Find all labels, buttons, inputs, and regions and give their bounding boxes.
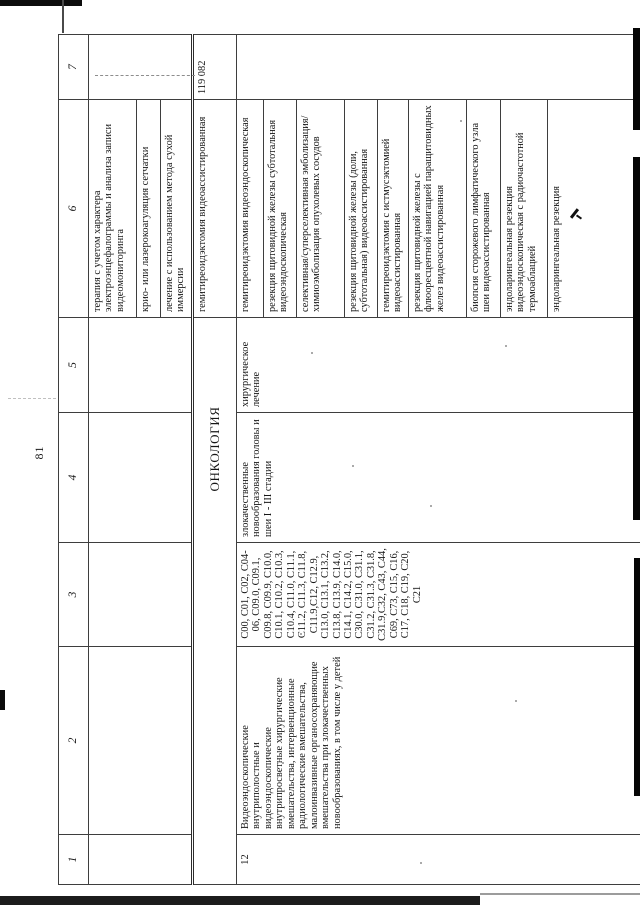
scan-edge-tick [62, 0, 64, 33]
method-item: резекция щитовидной железы субтотальная … [264, 100, 297, 317]
scan-speck [460, 120, 462, 122]
scan-speck [505, 345, 507, 347]
column-number-header: 3 [58, 542, 89, 647]
method-item: гемитиреоидэктомия видеоэндоскопическая [237, 100, 264, 317]
section-header-row: ОНКОЛОГИЯ гемитиреоидэктомия видеоассист… [192, 34, 237, 885]
scan-edge-bar-right [633, 157, 640, 520]
method-item: терапия с учетом характера электроэнцефа… [88, 99, 137, 318]
column-number-header: 1 [58, 834, 89, 885]
treatment-kind: хирургическое лечение [236, 317, 640, 413]
carryover-row: терапия с учетом характера электроэнцефа… [88, 34, 193, 885]
column-number-header: 6 [58, 99, 89, 318]
scan-speck [420, 862, 422, 864]
method-item: лечение с использованием метода сухой им… [160, 99, 193, 318]
method-item: эндоларингеальная резекция видеоэндоскоп… [501, 100, 548, 317]
empty-cell [88, 542, 193, 647]
column-number-header: 5 [58, 317, 89, 413]
scan-edge-bar-top-left [0, 0, 82, 6]
cost-value: 119 082 [192, 34, 237, 100]
section-title: ОНКОЛОГИЯ [206, 406, 222, 492]
empty-cell [88, 412, 193, 543]
group-row-12: 12 Видеоэндоскопические внутриполостные … [236, 34, 640, 885]
column-number-header: 4 [58, 412, 89, 543]
method-item: селективная/суперселективная эмболизация… [297, 100, 345, 317]
scan-edge-band-bottom [0, 896, 480, 905]
group-number: 12 [236, 834, 640, 885]
scan-speck [311, 352, 313, 354]
empty-cost-cell [236, 34, 640, 100]
table-header-row: 1 2 3 4 5 6 7 [58, 34, 89, 885]
method-item: резекция щитовидной железы (доли, субтот… [345, 100, 378, 317]
care-type-name: Видеоэндоскопические внутриполостные и в… [236, 646, 640, 835]
method-item: гемитиреоидэктомия с истмусэктомией виде… [378, 100, 409, 317]
scan-speck [282, 762, 284, 764]
empty-cell [88, 317, 193, 413]
methods-list-cell: гемитиреоидэктомия видеоэндоскопическая … [236, 99, 640, 318]
method-item: биопсия сторожевого лимфатического узла … [467, 100, 501, 317]
scan-speck [352, 465, 354, 467]
scan-bottom-right-line [480, 893, 640, 895]
empty-cost-cell [88, 34, 193, 100]
section-header-cell: ОНКОЛОГИЯ [192, 317, 237, 885]
scan-edge-dash-left [0, 690, 5, 710]
scan-edge-bar-right [633, 28, 640, 130]
page-number: 81 [32, 445, 46, 460]
empty-cell [88, 646, 193, 835]
column-number-header: 2 [58, 646, 89, 835]
scan-edge-bar-right [634, 558, 640, 796]
icd10-codes: C00, C01, C02, C04-06, C09.0, C09.1, C09… [236, 542, 640, 647]
scan-dashed-artifact [95, 75, 195, 76]
scan-speck [430, 505, 432, 507]
column-number-header: 7 [58, 34, 89, 100]
method-item: крио- или лазерокоагуляция сетчатки [136, 99, 161, 318]
method-item: резекция щитовидной железы с флюоресцент… [409, 100, 467, 317]
scan-speck [515, 700, 517, 702]
patient-model: злокачественные новообразования головы и… [236, 412, 640, 543]
empty-cell [88, 834, 193, 885]
method-item: эндоларингеальная резекция [551, 186, 562, 312]
method-item: гемитиреоидэктомия видеоассистированная [192, 99, 237, 318]
scan-speck [300, 633, 302, 635]
scan-dashed-artifact-margin [8, 398, 56, 399]
vmp-table: 1 2 3 4 5 6 7 терапия с учетом характера… [58, 34, 640, 885]
